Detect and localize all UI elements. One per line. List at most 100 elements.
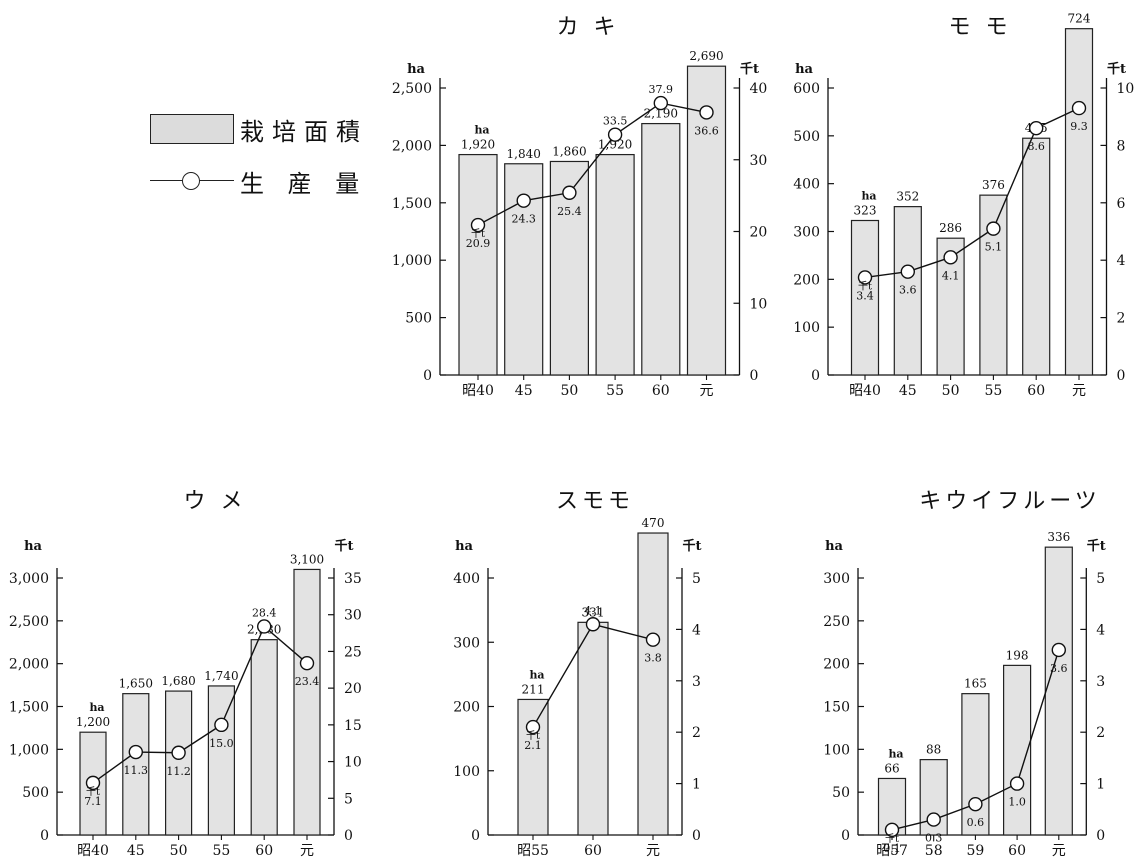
chart-2: ウ メ ha 千t 0 500 1,000 1,500 2,000 2,500 3,000 0 5 10…	[9, 489, 362, 859]
production-point-label: 11.2	[166, 765, 191, 778]
legend: 栽培面積 生 産 量	[150, 112, 370, 202]
production-point-label: 3.6	[899, 284, 917, 297]
first-bar-unit: ha	[888, 747, 903, 760]
area-bar-label: 376	[982, 178, 1005, 192]
production-line	[477, 102, 707, 226]
area-bar	[936, 237, 965, 376]
area-bar-label: 1,200	[76, 715, 110, 729]
legend-production-label: 生 産 量	[240, 169, 368, 198]
production-point-label: 1.0	[1008, 796, 1026, 809]
right-tick-label: 30	[750, 153, 768, 169]
production-point	[516, 193, 531, 208]
chart-title: キウイフルーツ	[919, 489, 1101, 514]
legend-bar-swatch	[150, 114, 234, 144]
left-tick-label: 500	[405, 311, 432, 327]
area-bar-label: 331	[582, 605, 605, 619]
left-tick-label: 0	[423, 368, 432, 384]
area-bar-label: 2,190	[644, 107, 678, 121]
right-tick-label: 40	[750, 81, 768, 97]
x-tick-label: 50	[560, 383, 578, 399]
area-bar	[1002, 664, 1032, 836]
production-point-label: 3.8	[644, 652, 662, 665]
production-point	[645, 632, 661, 647]
x-tick-label: 元	[1072, 383, 1086, 399]
area-bar-label: 1,840	[507, 147, 541, 161]
production-point	[1009, 776, 1025, 791]
production-point-label: 11.3	[124, 764, 149, 777]
production-point	[585, 617, 601, 632]
x-tick-label: 昭40	[77, 843, 109, 859]
right-tick-label: 8	[1117, 138, 1126, 154]
x-tick-label: 昭57	[876, 843, 908, 859]
left-tick-label: 0	[811, 368, 820, 384]
area-bar	[893, 206, 922, 376]
area-bar-label: 286	[939, 221, 962, 235]
right-tick-label: 0	[1117, 368, 1126, 384]
production-point	[1051, 642, 1067, 658]
area-bar	[517, 698, 549, 836]
first-bar-unit: ha	[529, 668, 544, 681]
x-tick-label: 59	[966, 843, 984, 859]
production-point	[653, 95, 668, 111]
right-tick-label: 6	[1117, 196, 1126, 212]
right-tick-label: 5	[1096, 571, 1105, 587]
production-point-label: 3.4	[856, 289, 874, 302]
x-tick-label: 元	[1052, 843, 1066, 859]
x-tick-label: 45	[899, 383, 917, 399]
legend-area-label: 栽培面積	[240, 117, 368, 146]
production-point	[562, 185, 577, 200]
left-tick-label: 2,000	[9, 657, 49, 673]
left-tick-label: 1,500	[9, 700, 49, 716]
production-point	[85, 775, 101, 791]
area-bar	[595, 153, 635, 376]
x-tick-label: 昭40	[462, 383, 494, 399]
production-point-label: 3.6	[1050, 662, 1068, 675]
right-tick-label: 4	[1117, 253, 1126, 269]
left-tick-label: 150	[823, 700, 850, 716]
chart-1: モ モ ha 千t 0 100 200 300 400 500 600 0 2 4 6 8 10 323 352 2…	[793, 12, 1134, 399]
right-axis-unit: 千t	[1107, 61, 1126, 77]
chart-4: キウイフルーツ ha 千t 0 50 100 150 200 250 300 0 1 2 3 4 5 66 88 1…	[823, 489, 1106, 859]
right-tick-label: 35	[344, 571, 362, 587]
area-bar	[641, 122, 681, 376]
production-point	[968, 796, 983, 812]
x-tick-label: 60	[652, 383, 670, 399]
production-point-label: 24.3	[511, 213, 536, 226]
left-tick-label: 100	[453, 764, 480, 780]
left-tick-label: 0	[841, 828, 850, 844]
right-tick-label: 5	[344, 791, 353, 807]
production-point-label: 23.4	[295, 675, 320, 688]
right-tick-label: 1	[692, 777, 701, 793]
right-axis-unit: 千t	[334, 538, 353, 554]
left-tick-label: 3,000	[9, 571, 49, 587]
area-bar-label: 1,680	[161, 674, 195, 688]
area-bar-label: 3,100	[290, 552, 324, 566]
area-bar-label: 165	[964, 677, 987, 691]
x-tick-label: 元	[700, 383, 714, 399]
first-point-unit: 千t	[885, 833, 899, 845]
right-tick-label: 2	[692, 725, 701, 741]
left-tick-label: 300	[823, 571, 850, 587]
area-bar-label: 352	[896, 190, 919, 204]
right-tick-label: 25	[344, 644, 362, 660]
area-bar	[961, 693, 990, 836]
area-bar	[1064, 28, 1094, 376]
area-bar-label: 470	[642, 516, 665, 530]
first-point-unit: 千t	[471, 228, 485, 240]
area-bar	[293, 568, 321, 836]
production-point	[986, 221, 1001, 236]
area-bar-label: 724	[1068, 12, 1091, 26]
first-bar-unit: ha	[89, 701, 104, 714]
production-point	[1071, 100, 1087, 116]
right-tick-label: 0	[692, 828, 701, 844]
area-bar	[250, 639, 278, 836]
area-bar-label: 1,650	[119, 677, 153, 691]
left-tick-label: 1,000	[392, 253, 432, 269]
x-tick-label: 元	[300, 843, 314, 859]
right-tick-label: 4	[692, 622, 701, 638]
x-tick-label: 55	[212, 843, 230, 859]
left-tick-label: 2,500	[9, 614, 49, 630]
production-point-label: 9.3	[1070, 120, 1088, 133]
first-point-unit: 千t	[858, 280, 872, 292]
